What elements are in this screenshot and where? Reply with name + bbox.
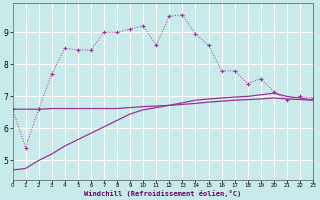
X-axis label: Windchill (Refroidissement éolien,°C): Windchill (Refroidissement éolien,°C) (84, 190, 241, 197)
